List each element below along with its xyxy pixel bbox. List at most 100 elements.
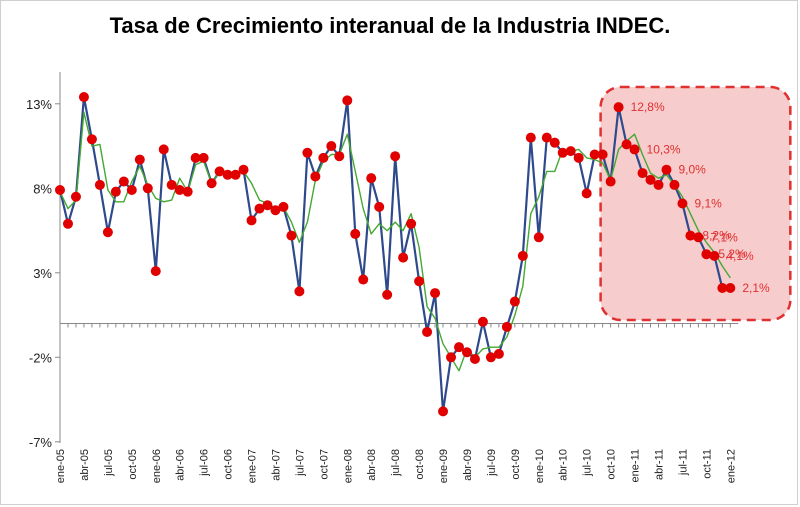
data-point [637, 168, 648, 179]
data-point [182, 186, 193, 197]
data-point [581, 188, 592, 199]
x-tick-label: oct-05 [127, 449, 139, 480]
data-point [621, 139, 632, 150]
y-tick-label: -7% [29, 435, 53, 450]
data-point [709, 250, 720, 261]
data-point [669, 179, 680, 190]
x-tick-label: ene-08 [342, 449, 354, 483]
data-point [110, 186, 121, 197]
data-label: 5,2% [718, 247, 746, 261]
data-point [461, 347, 472, 358]
x-tick-label: abr-06 [175, 449, 187, 481]
x-tick-label: abr-09 [462, 449, 474, 481]
data-point [286, 230, 297, 241]
data-point [717, 283, 728, 294]
axes [59, 72, 739, 443]
data-point [62, 218, 73, 229]
data-point [430, 288, 441, 299]
data-point [406, 218, 417, 229]
data-point [525, 132, 536, 143]
data-point [78, 92, 89, 103]
data-point [142, 183, 153, 194]
data-point [629, 144, 640, 155]
data-point [318, 152, 329, 163]
data-point [645, 174, 656, 185]
data-point [310, 171, 321, 182]
data-point [557, 147, 568, 158]
data-point [118, 176, 129, 187]
data-point [174, 184, 185, 195]
data-point [294, 286, 305, 297]
data-point [254, 203, 265, 214]
data-point [653, 179, 664, 190]
data-point [158, 144, 169, 155]
data-point [342, 95, 353, 106]
data-point [422, 326, 433, 337]
x-tick-label: ene-12 [725, 449, 737, 483]
data-point [278, 201, 289, 212]
data-point [126, 184, 137, 195]
data-point [262, 200, 273, 211]
data-point [446, 352, 457, 363]
data-point [565, 146, 576, 157]
data-point [725, 283, 736, 294]
data-point [70, 191, 81, 202]
data-point [94, 179, 105, 190]
data-point [605, 176, 616, 187]
data-point [102, 227, 113, 238]
data-point [246, 215, 257, 226]
data-point [685, 230, 696, 241]
x-tick-label: abr-10 [558, 449, 570, 481]
data-point [438, 406, 449, 417]
x-tick-label: ene-07 [247, 449, 259, 483]
data-label: 9,1% [694, 197, 722, 211]
data-point [509, 296, 520, 307]
data-point [693, 232, 704, 243]
data-point [398, 252, 409, 263]
x-tick-label: abr-08 [366, 449, 378, 481]
data-labels: 12,8% 10,3% 9,0% 9,1% 8,2%7,1% 5,2%4,1% 2,1% [631, 100, 770, 295]
x-tick-label: ene-09 [438, 449, 450, 483]
x-tick-label: oct-07 [318, 449, 330, 480]
x-tick-label: jul-11 [677, 449, 689, 476]
data-point [238, 164, 249, 175]
data-point [166, 179, 177, 190]
x-tick-label: ene-05 [55, 449, 67, 483]
data-point [390, 151, 401, 162]
data-point [533, 232, 544, 243]
x-tick-label: ene-10 [534, 449, 546, 483]
data-point [198, 152, 209, 163]
y-tick-label: 8% [33, 181, 52, 196]
y-tick-label: 3% [33, 266, 52, 281]
x-tick-label: ene-11 [630, 449, 642, 482]
y-tick-label: -2% [29, 350, 53, 365]
data-point [501, 321, 512, 332]
data-point [493, 348, 504, 359]
data-point [86, 134, 97, 145]
x-tick-label: oct-09 [510, 449, 522, 480]
data-point [382, 289, 393, 300]
data-label: 7,1% [710, 230, 738, 244]
x-tick-label: oct-11 [701, 449, 713, 479]
chart-title: Tasa de Crecimiento interanual de la Ind… [110, 13, 671, 38]
x-tick-label: oct-06 [223, 449, 235, 480]
data-point [270, 205, 281, 216]
trend-series-line [59, 111, 731, 372]
x-tick-label: jul-06 [199, 449, 211, 477]
series-markers [55, 92, 736, 417]
data-point [469, 353, 480, 364]
data-point [190, 152, 201, 163]
x-tick-label: jul-08 [390, 449, 402, 477]
data-point [366, 173, 377, 184]
x-tick-label: oct-10 [606, 449, 618, 480]
data-point [485, 352, 496, 363]
data-point [414, 276, 425, 287]
x-tick-label: oct-08 [414, 449, 426, 480]
data-point [206, 178, 217, 189]
data-label: 12,8% [631, 100, 665, 114]
data-point [214, 166, 225, 177]
x-tick-label: jul-05 [103, 449, 115, 477]
data-point [613, 102, 624, 113]
